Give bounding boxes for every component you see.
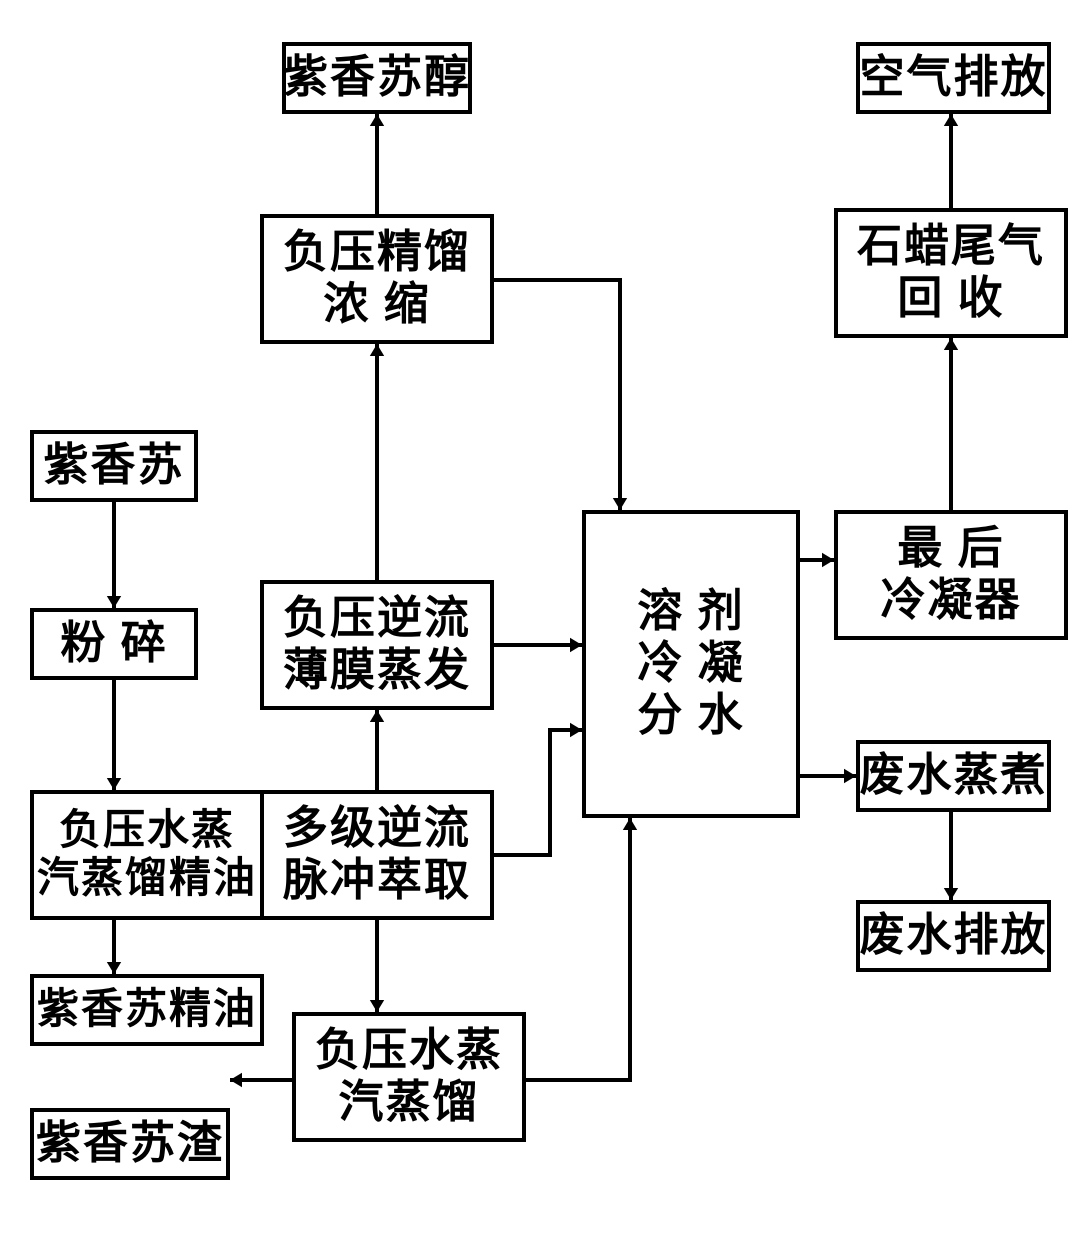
flowchart-node: 紫香苏渣 [30, 1108, 230, 1180]
flowchart-node: 粉 碎 [30, 608, 198, 680]
arrowhead-icon [570, 638, 582, 652]
flowchart-node: 紫香苏醇 [282, 42, 472, 114]
node-text-line: 脉冲萃取 [283, 855, 471, 907]
flowchart-node: 负压精馏浓 缩 [260, 214, 494, 344]
node-text-line: 负压水蒸 [59, 807, 235, 855]
arrowhead-icon [107, 962, 121, 974]
node-text-line: 废水蒸煮 [860, 750, 1048, 802]
arrowhead-icon [623, 818, 637, 830]
arrowhead-icon [944, 114, 958, 126]
node-text-line: 废水排放 [860, 910, 1048, 962]
flowchart-node: 紫香苏精油 [30, 974, 264, 1046]
arrowhead-icon [370, 344, 384, 356]
flowchart-node: 废水排放 [856, 900, 1051, 972]
arrowhead-icon [944, 338, 958, 350]
node-text-line: 粉 碎 [60, 618, 167, 670]
node-text-line: 紫香苏渣 [36, 1118, 224, 1170]
node-text-line: 空气排放 [860, 52, 1048, 104]
arrowhead-icon [230, 1073, 242, 1087]
flowchart-node: 废水蒸煮 [856, 740, 1051, 812]
arrowhead-icon [613, 498, 627, 510]
node-text-line: 分 水 [637, 690, 744, 742]
flowchart-node: 负压水蒸汽蒸馏 [292, 1012, 526, 1142]
arrowhead-icon [822, 553, 834, 567]
flowchart-node: 溶 剂冷 凝分 水 [582, 510, 800, 818]
flowchart-node: 多级逆流脉冲萃取 [260, 790, 494, 920]
arrowhead-icon [570, 723, 582, 737]
node-text-line: 负压水蒸 [315, 1025, 503, 1077]
flowchart-node: 空气排放 [856, 42, 1051, 114]
arrowhead-icon [107, 778, 121, 790]
arrowhead-icon [944, 888, 958, 900]
node-text-line: 负压逆流 [283, 593, 471, 645]
flowchart-edge [526, 818, 630, 1080]
flowchart-edge [494, 280, 620, 510]
flowchart-node: 负压逆流薄膜蒸发 [260, 580, 494, 710]
node-text-line: 紫香苏醇 [283, 52, 471, 104]
node-text-line: 冷 凝 [637, 638, 744, 690]
flowchart-node: 最 后冷凝器 [834, 510, 1068, 640]
node-text-line: 冷凝器 [880, 575, 1021, 627]
flowchart-node: 负压水蒸汽蒸馏精油 [30, 790, 264, 920]
node-text-line: 紫香苏精油 [37, 986, 257, 1034]
flowchart-node: 紫香苏 [30, 430, 198, 502]
node-text-line: 浓 缩 [323, 279, 430, 331]
arrowhead-icon [370, 1000, 384, 1012]
node-text-line: 薄膜蒸发 [283, 645, 471, 697]
arrowhead-icon [844, 769, 856, 783]
arrowhead-icon [107, 596, 121, 608]
node-text-line: 多级逆流 [283, 803, 471, 855]
flowchart-edge [494, 730, 582, 855]
node-text-line: 溶 剂 [637, 586, 744, 638]
node-text-line: 石蜡尾气 [857, 221, 1045, 273]
flowchart-diagram: 紫香苏醇空气排放负压精馏浓 缩石蜡尾气回 收紫香苏粉 碎负压逆流薄膜蒸发溶 剂冷… [0, 0, 1085, 1237]
node-text-line: 汽蒸馏精油 [37, 855, 257, 903]
node-text-line: 回 收 [897, 273, 1004, 325]
arrowhead-icon [370, 114, 384, 126]
node-text-line: 负压精馏 [283, 227, 471, 279]
arrowhead-icon [370, 710, 384, 722]
node-text-line: 紫香苏 [43, 440, 184, 492]
flowchart-node: 石蜡尾气回 收 [834, 208, 1068, 338]
node-text-line: 最 后 [897, 523, 1004, 575]
node-text-line: 汽蒸馏 [338, 1077, 479, 1129]
